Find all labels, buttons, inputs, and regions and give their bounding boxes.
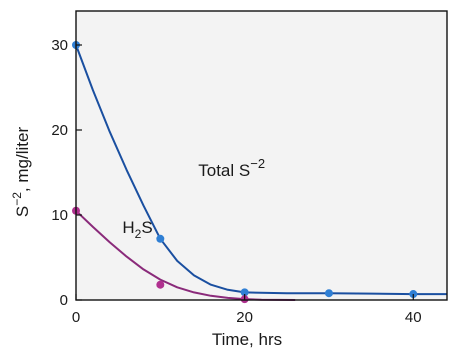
plot-area <box>76 11 447 300</box>
axis-ticks: 0 20 40 0 10 20 30 <box>51 37 421 326</box>
h2s-point <box>156 280 165 289</box>
y-axis-title-superscript: −2 <box>10 192 24 206</box>
y-axis-title-suffix: , mg/liter <box>13 127 32 193</box>
y-tick-label: 10 <box>51 207 68 224</box>
x-tick-label: 40 <box>405 309 422 326</box>
h2s-label-subscript: 2 <box>135 227 142 241</box>
x-axis-title: Time, hrs <box>212 330 282 349</box>
y-tick-label: 20 <box>51 122 68 139</box>
y-axis-title-base: S <box>13 206 32 217</box>
y-tick-label: 0 <box>60 292 68 309</box>
total-sulfide-point <box>240 288 249 297</box>
total-sulfide-label: Total S−2 <box>198 156 265 180</box>
plot-frame <box>75 10 448 301</box>
h2s-label-base: H <box>122 218 134 237</box>
total-sulfide-line <box>75 44 447 296</box>
x-tick-label: 0 <box>72 309 80 326</box>
total-sulfide-label-superscript: −2 <box>250 156 265 171</box>
y-tick-label: 30 <box>51 37 68 54</box>
total-sulfide-point <box>324 289 333 298</box>
h2s-label-suffix: S <box>141 218 152 237</box>
h2s-label: H2S <box>122 218 152 241</box>
total-sulfide-label-base: Total S <box>198 161 250 180</box>
total-sulfide-point <box>156 234 165 243</box>
y-axis-title: S−2, mg/liter <box>10 127 32 218</box>
x-tick-label: 20 <box>236 309 253 326</box>
